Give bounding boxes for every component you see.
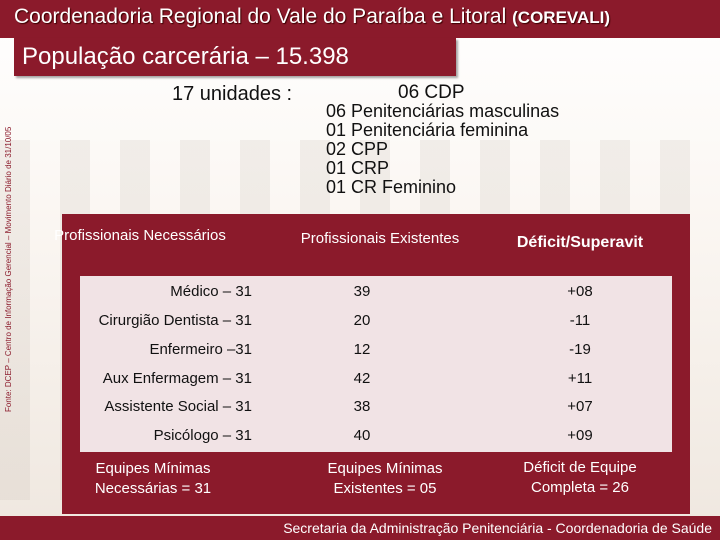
row-role: Aux Enfermagem – 31: [102, 370, 252, 387]
row-existing: 39: [353, 283, 371, 300]
row-role: Psicólogo – 31: [153, 427, 252, 444]
row-role: Assistente Social – 31: [104, 398, 252, 415]
units-item: 06 Penitenciárias masculinas: [326, 101, 560, 121]
footer-text: Secretaria da Administração Penitenciári…: [283, 520, 712, 536]
title-bar: Coordenadoria Regional do Vale do Paraíb…: [0, 0, 720, 38]
units-list: 06 CDP 06 Penitenciárias masculinas 01 P…: [326, 83, 646, 197]
units-item: 02 CPP: [326, 139, 389, 159]
table-row: Aux Enfermagem – 31 42 +11: [80, 370, 680, 398]
row-role: Enfermeiro –31: [149, 341, 252, 358]
footer-deficit: Déficit de Equipe Completa = 26: [523, 459, 637, 496]
bottom-bar: Secretaria da Administração Penitenciári…: [0, 516, 720, 540]
header-required: Profissionais Necessários: [54, 227, 226, 244]
row-role: Médico – 31: [170, 283, 252, 300]
row-deficit: +09: [567, 427, 593, 444]
page-title: Coordenadoria Regional do Vale do Paraíb…: [14, 4, 610, 31]
table-row: Psicólogo – 31 40 +09: [80, 427, 680, 455]
units-item: 01 CRP: [326, 158, 390, 178]
subtitle: População carcerária – 15.398: [22, 43, 349, 70]
page-title-abbr: (COREVALI): [512, 8, 611, 27]
units-label: 17 unidades :: [172, 83, 293, 105]
row-existing: 42: [353, 370, 371, 387]
table-row: Médico – 31 39 +08: [80, 283, 680, 311]
units-item: 01 Penitenciária feminina: [326, 120, 529, 140]
table-row: Cirurgião Dentista – 31 20 -11: [80, 312, 680, 340]
row-deficit: +07: [567, 398, 593, 415]
row-existing: 40: [353, 427, 371, 444]
table-row: Enfermeiro –31 12 -19: [80, 341, 680, 369]
table-row: Assistente Social – 31 38 +07: [80, 398, 680, 426]
staff-table-panel: [62, 214, 690, 514]
row-existing: 38: [353, 398, 371, 415]
units-item: 06 CDP: [398, 82, 465, 103]
page-title-main: Coordenadoria Regional do Vale do Paraíb…: [14, 5, 507, 28]
row-existing: 12: [353, 341, 371, 358]
footer-required: Equipes Mínimas Necessárias = 31: [94, 460, 212, 497]
subtitle-box: População carcerária – 15.398: [14, 38, 456, 76]
units-item: 01 CR Feminino: [326, 177, 457, 197]
row-existing: 20: [353, 312, 371, 329]
staff-table-body: [80, 276, 672, 452]
row-deficit: +08: [567, 283, 593, 300]
row-deficit: -19: [569, 341, 591, 358]
side-source-note: Fonte: DCEP – Centro de Informação Geren…: [4, 126, 13, 412]
header-existing: Profissionais Existentes: [300, 230, 460, 247]
row-deficit: +11: [567, 370, 593, 387]
row-deficit: -11: [569, 312, 591, 329]
footer-existing: Equipes Mínimas Existentes = 05: [327, 460, 443, 497]
row-role: Cirurgião Dentista – 31: [98, 312, 252, 329]
header-deficit: Déficit/Superavit: [516, 234, 644, 251]
